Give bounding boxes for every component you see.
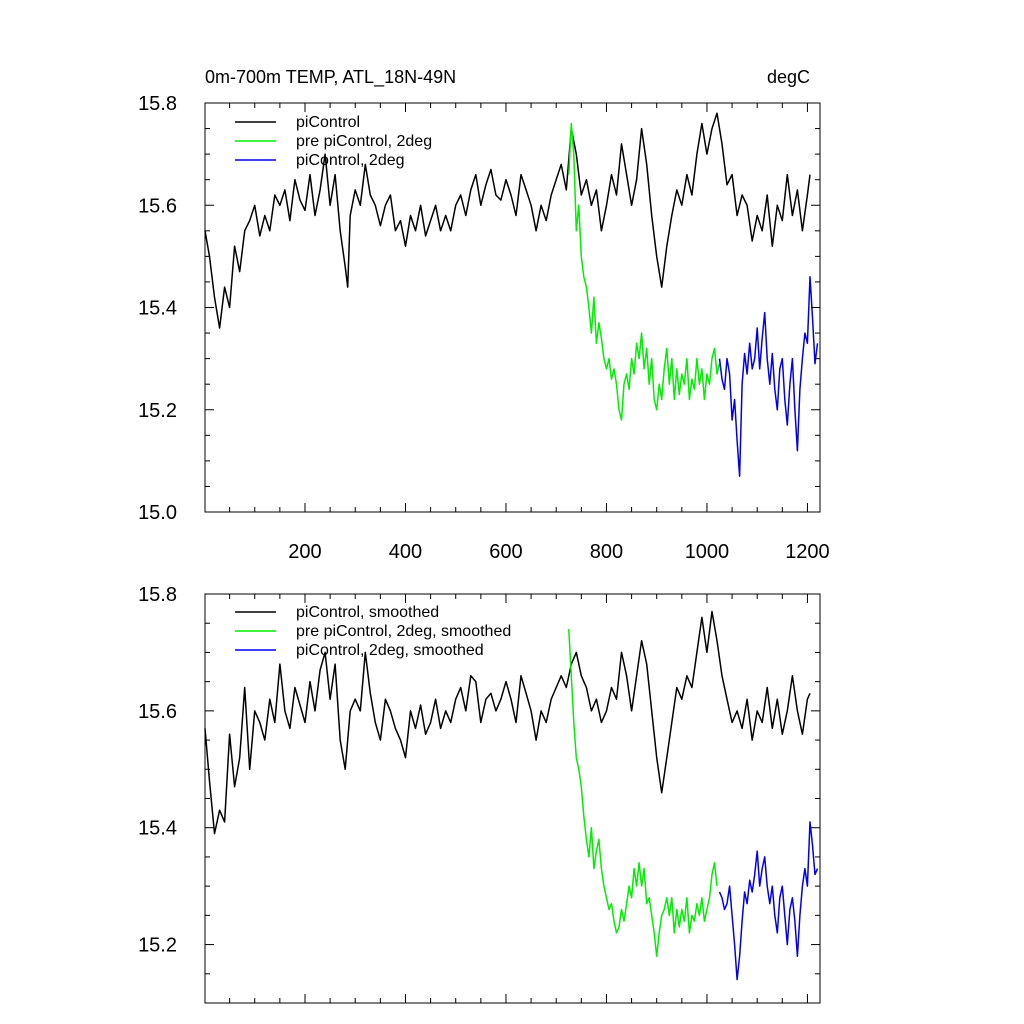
x-tick-label: 600	[489, 541, 522, 563]
y-tick-label: 15.6	[138, 195, 177, 217]
y-tick-label: 15.4	[138, 818, 177, 840]
y-tick-label: 15.8	[138, 93, 177, 115]
legend-label: piControl, 2deg, smoothed	[296, 642, 484, 659]
y-tick-label: 15.0	[138, 502, 177, 524]
x-tick-label: 1000	[685, 541, 730, 563]
y-tick-label: 15.2	[138, 935, 177, 957]
legend-label: pre piControl, 2deg, smoothed	[296, 623, 511, 640]
x-tick-label: 1200	[785, 541, 830, 563]
y-tick-label: 15.6	[138, 701, 177, 723]
series-line-3	[718, 276, 819, 477]
series-line-1	[204, 610, 811, 835]
series-line-2	[568, 629, 718, 958]
y-tick-label: 15.4	[138, 298, 177, 320]
x-tick-label: 200	[288, 541, 321, 563]
series-line-1	[204, 112, 811, 329]
legend-label: piControl, 2deg	[296, 152, 405, 169]
legend-label: pre piControl, 2deg	[296, 133, 432, 150]
series-line-2	[568, 122, 721, 421]
legend-label: piControl	[296, 114, 360, 131]
legend-label: piControl, smoothed	[296, 604, 439, 621]
panel-2: 15.2 15.4 15.6 15.8 piControl, smoothed pre p…	[138, 584, 821, 1004]
panel-1: 200 400 600 800 1000 1200 15.0 15.2 15.4 15.6 15.8…	[138, 67, 830, 563]
x-tick-label: 400	[389, 541, 422, 563]
chart-title: 0m-700m TEMP, ATL_18N-49N	[205, 67, 456, 88]
x-tick-label: 800	[590, 541, 623, 563]
series-line-3	[718, 821, 819, 981]
units-label: degC	[767, 67, 810, 87]
y-tick-label: 15.2	[138, 400, 177, 422]
y-tick-label: 15.8	[138, 584, 177, 606]
